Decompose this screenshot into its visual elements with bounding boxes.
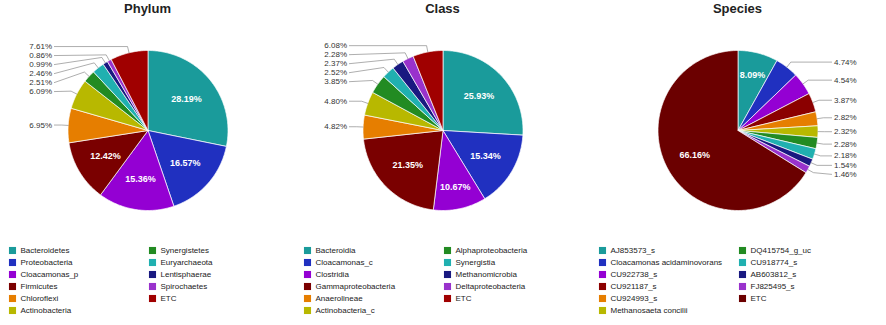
svg-text:Bacteroidetes: Bacteroidetes (21, 246, 70, 255)
svg-text:Methanosaeta concilii: Methanosaeta concilii (611, 306, 688, 315)
svg-text:6.09%: 6.09% (29, 87, 52, 96)
svg-text:8.09%: 8.09% (740, 70, 766, 80)
svg-text:ETC: ETC (456, 294, 472, 303)
svg-text:ETC: ETC (751, 294, 767, 303)
svg-text:0.86%: 0.86% (29, 51, 52, 60)
svg-text:AJ853573_s: AJ853573_s (611, 246, 655, 255)
svg-text:4.80%: 4.80% (324, 97, 347, 106)
svg-text:Alphaproteobacteria: Alphaproteobacteria (456, 246, 528, 255)
html-text:Phylum: Phylum (124, 1, 171, 16)
svg-text:4.82%: 4.82% (324, 122, 347, 131)
svg-text:CU918774_s: CU918774_s (751, 258, 798, 267)
svg-text:6.08%: 6.08% (324, 41, 347, 50)
svg-text:21.35%: 21.35% (392, 160, 423, 170)
svg-text:Spirochaetes: Spirochaetes (161, 282, 208, 291)
svg-text:Cloacamonas acidaminovorans: Cloacamonas acidaminovorans (611, 258, 723, 267)
svg-text:66.16%: 66.16% (679, 149, 710, 159)
svg-text:0.99%: 0.99% (29, 60, 52, 69)
svg-text:2.51%: 2.51% (29, 78, 52, 87)
svg-text:25.93%: 25.93% (464, 91, 495, 101)
html-text:Species: Species (712, 1, 763, 16)
svg-text:Firmicutes: Firmicutes (21, 282, 58, 291)
svg-text:Deltaproteobacteria: Deltaproteobacteria (456, 282, 526, 291)
svg-text:2.82%: 2.82% (834, 113, 857, 122)
svg-text:Gammaproteobacteria: Gammaproteobacteria (316, 282, 396, 291)
svg-text:CU922738_s: CU922738_s (611, 270, 658, 279)
svg-text:4.74%: 4.74% (834, 58, 857, 67)
svg-text:Euryarchaeota: Euryarchaeota (161, 258, 214, 267)
svg-text:Methanomicrobia: Methanomicrobia (456, 270, 518, 279)
svg-text:12.42%: 12.42% (90, 151, 121, 161)
svg-text:Actinobacteria: Actinobacteria (21, 306, 72, 315)
svg-text:3.85%: 3.85% (324, 77, 347, 86)
svg-text:2.28%: 2.28% (834, 140, 857, 149)
svg-text:Clostridia: Clostridia (316, 270, 350, 279)
svg-text:Actinobacteria_c: Actinobacteria_c (316, 306, 375, 315)
svg-text:Cloacamonas_p: Cloacamonas_p (21, 270, 79, 279)
svg-text:AB603812_s: AB603812_s (751, 270, 797, 279)
html-text:Class: Class (425, 1, 460, 16)
svg-text:2.46%: 2.46% (29, 69, 52, 78)
svg-text:16.57%: 16.57% (170, 158, 201, 168)
svg-text:28.19%: 28.19% (171, 94, 202, 104)
svg-text:10.67%: 10.67% (440, 182, 471, 192)
svg-text:ETC: ETC (161, 294, 177, 303)
svg-text:7.61%: 7.61% (29, 42, 52, 51)
svg-text:Synergistia: Synergistia (456, 258, 496, 267)
svg-text:4.54%: 4.54% (834, 76, 857, 85)
svg-text:15.36%: 15.36% (125, 174, 156, 184)
svg-text:CU924993_s: CU924993_s (611, 294, 658, 303)
svg-text:Synergistetes: Synergistetes (161, 246, 209, 255)
svg-text:2.32%: 2.32% (834, 127, 857, 136)
svg-text:Cloacamonas_c: Cloacamonas_c (316, 258, 373, 267)
svg-text:CU921187_s: CU921187_s (611, 282, 657, 291)
svg-text:2.37%: 2.37% (324, 59, 347, 68)
svg-text:2.52%: 2.52% (324, 68, 347, 77)
svg-text:2.18%: 2.18% (834, 151, 857, 160)
svg-text:DQ415754_g_uc: DQ415754_g_uc (751, 246, 812, 255)
svg-text:Chloroflexi: Chloroflexi (21, 294, 59, 303)
svg-text:3.87%: 3.87% (834, 96, 857, 105)
svg-text:2.28%: 2.28% (324, 50, 347, 59)
svg-text:15.34%: 15.34% (470, 151, 501, 161)
svg-text:6.95%: 6.95% (29, 121, 52, 130)
svg-text:Anaerolineae: Anaerolineae (316, 294, 364, 303)
svg-text:Proteobacteria: Proteobacteria (21, 258, 74, 267)
svg-text:Lentisphaerae: Lentisphaerae (161, 270, 212, 279)
svg-text:Bacteroidia: Bacteroidia (316, 246, 357, 255)
svg-text:1.46%: 1.46% (834, 170, 857, 179)
svg-text:1.54%: 1.54% (834, 161, 857, 170)
svg-text:FJ825495_s: FJ825495_s (751, 282, 795, 291)
